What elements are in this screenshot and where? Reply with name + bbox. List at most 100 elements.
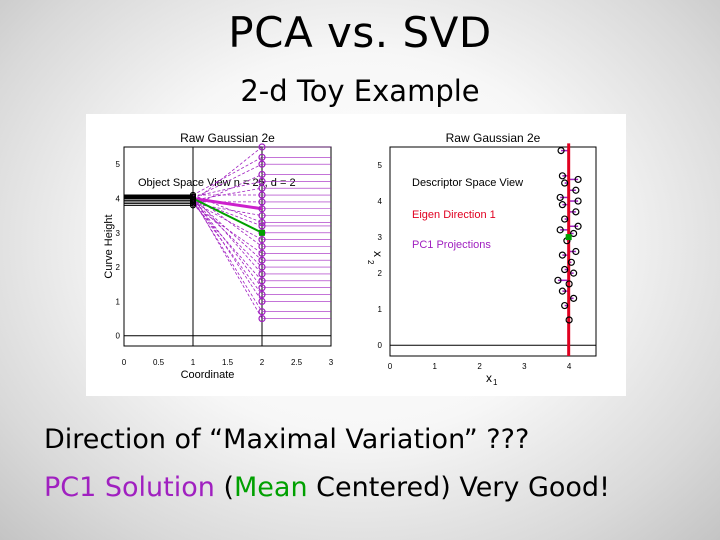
- left-point-x2: [258, 249, 266, 257]
- left-point-x2: [258, 270, 266, 278]
- right-xlabel-sub: 1: [493, 378, 498, 387]
- left-point-x2: [258, 184, 266, 192]
- left-point-x2: [258, 153, 266, 161]
- left-curve-line: [192, 194, 263, 247]
- right-data-point: [572, 247, 580, 256]
- right-data-point: [556, 226, 564, 234]
- left-point-x2: [258, 170, 266, 179]
- left-point-x2: [258, 191, 266, 199]
- right-data-point: [574, 222, 582, 230]
- left-point-x2: [258, 218, 266, 227]
- left-point-x2: [258, 308, 266, 316]
- right-chart-title: Raw Gaussian 2e: [446, 131, 541, 145]
- right-data-point: [574, 175, 582, 184]
- left-xtick-label: 1: [191, 358, 196, 367]
- right-xtick-label: 1: [433, 362, 438, 371]
- body-line-2: PC1 Solution (Mean Centered) Very Good!: [44, 472, 610, 503]
- right-xtick-label: 3: [522, 362, 527, 371]
- left-xtick-label: 3: [329, 358, 334, 367]
- right-data-point: [570, 269, 578, 277]
- left-ytick-label: 1: [116, 297, 121, 306]
- right-data-point: [572, 186, 580, 194]
- left-curve-line: [192, 187, 263, 201]
- right-data-point: [556, 193, 564, 202]
- slide-title: PCA vs. SVD: [228, 8, 492, 57]
- left-point-x2: [258, 177, 266, 185]
- right-ylabel: x: [371, 251, 385, 257]
- left-ytick-label: 3: [116, 229, 121, 238]
- right-data-point: [567, 258, 575, 266]
- right-data-point: [572, 208, 580, 216]
- right-data-point: [558, 201, 567, 209]
- left-ylabel: Curve Height: [103, 214, 115, 278]
- right-ytick-label: 0: [378, 341, 383, 350]
- left-green-marker: [259, 229, 265, 236]
- right-ytick-label: 5: [378, 161, 383, 170]
- slide-subtitle: 2-d Toy Example: [240, 74, 480, 108]
- left-curve-line: [192, 203, 263, 282]
- right-xtick-label: 2: [477, 362, 482, 371]
- left-xtick-label: 0.5: [153, 358, 165, 367]
- left-point-x1: [190, 197, 196, 204]
- right-data-point: [554, 276, 562, 284]
- left-xtick-label: 2.5: [291, 358, 303, 367]
- right-ylabel-sub: 2: [366, 260, 375, 265]
- left-ytick-label: 4: [116, 194, 121, 203]
- pc1-solution-text: PC1 Solution: [44, 472, 215, 503]
- left-point-x1: [190, 195, 196, 202]
- right-data-point: [561, 265, 569, 274]
- left-point-x2: [258, 263, 266, 271]
- left-chart-title: Raw Gaussian 2e: [180, 131, 275, 145]
- right-data-point: [561, 179, 569, 187]
- mean-text: Mean: [234, 472, 308, 503]
- left-point-x2: [258, 143, 266, 151]
- left-point-x2: [258, 222, 266, 230]
- right-data-point: [558, 287, 567, 295]
- right-plot-frame: [389, 146, 597, 357]
- centered-text: Centered) Very Good!: [307, 472, 610, 503]
- right-xlabel: x: [486, 371, 492, 385]
- left-xtick-label: 1.5: [222, 358, 234, 367]
- right-mean-marker: [565, 234, 572, 241]
- left-point-x2: [258, 236, 266, 244]
- left-point-x2: [258, 198, 266, 206]
- left-curve-line: [192, 194, 263, 275]
- right-annotation-descriptor: Descriptor Space View: [412, 177, 523, 189]
- right-ytick-label: 1: [378, 305, 383, 314]
- right-annotation-eigen: Eigen Direction 1: [412, 209, 496, 221]
- left-curve-line: [192, 198, 263, 319]
- left-xtick-label: 2: [260, 358, 265, 367]
- left-mean-curve: [192, 196, 263, 211]
- left-curve-line: [192, 156, 263, 196]
- right-ytick-label: 2: [378, 269, 383, 278]
- left-pc1-curve: [192, 197, 263, 234]
- left-point-x2: [258, 297, 266, 305]
- right-data-point: [565, 280, 573, 288]
- left-curve-line: [192, 163, 263, 199]
- right-data-point: [570, 229, 578, 238]
- paren-open-text: (: [214, 472, 235, 503]
- left-curve-line: [192, 198, 263, 288]
- left-ytick-label: 2: [116, 263, 121, 272]
- right-xtick-label: 4: [567, 362, 572, 371]
- left-point-x2: [258, 284, 266, 292]
- right-data-point: [558, 251, 567, 259]
- left-point-x2: [258, 242, 266, 251]
- left-point-x2: [258, 160, 266, 168]
- left-xlabel: Coordinate: [181, 369, 235, 381]
- right-annotation-pc1: PC1 Projections: [412, 239, 491, 251]
- body-line-1: Direction of “Maximal Variation” ???: [44, 424, 530, 455]
- right-data-point: [561, 301, 569, 310]
- left-curve-line: [192, 196, 263, 302]
- left-point-x2: [258, 205, 266, 213]
- left-point-x2: [258, 290, 266, 299]
- left-point-x2: [258, 314, 266, 323]
- left-point-x2: [258, 256, 266, 264]
- left-point-x1: [190, 193, 196, 200]
- left-point-x2: [258, 212, 266, 220]
- figure-panel: Raw Gaussian 2e Object Space View n = 25,…: [86, 114, 626, 396]
- left-curve-line: [192, 201, 263, 295]
- left-curve-line: [192, 201, 263, 240]
- left-point-x2: [258, 277, 266, 285]
